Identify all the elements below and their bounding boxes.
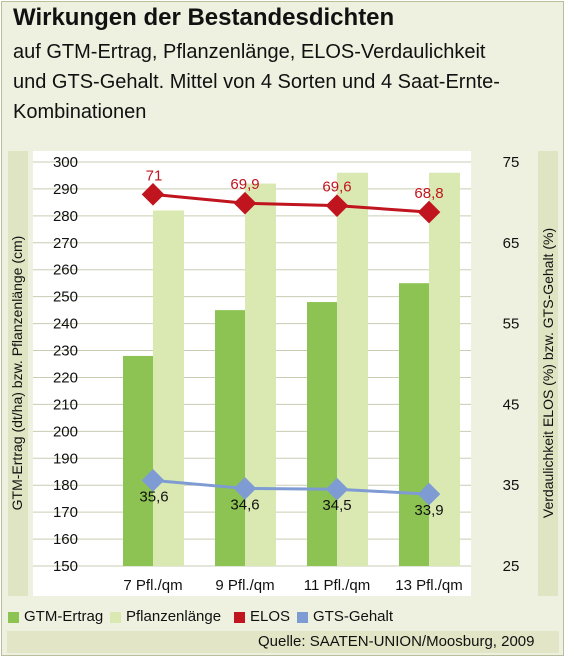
bar-gtm-ertrag [123, 355, 154, 566]
y-tick-label: 210 [53, 396, 78, 413]
data-label-gts: 34,6 [230, 496, 259, 513]
data-label-gts: 33,9 [414, 502, 443, 519]
left-axis-label-band [8, 151, 28, 596]
right-axis-label-band [538, 151, 558, 596]
y-tick-label: 290 [53, 181, 78, 198]
tick-labels: 150 160 170 180 190 200 210 220 230 240 250 260 270 2… [53, 154, 519, 594]
bar-gtm-ertrag [215, 310, 246, 566]
data-label-elos: 68,8 [414, 185, 443, 202]
x-tick-label: 7 Pfl./qm [123, 577, 182, 594]
y-tick-label: 280 [53, 208, 78, 225]
y2-tick-label: 65 [503, 235, 520, 252]
legend-label-gts: GTS-Gehalt [313, 608, 394, 625]
y-tick-label: 260 [53, 262, 78, 279]
data-label-elos: 71 [146, 167, 163, 184]
y-tick-label: 190 [53, 450, 78, 467]
subtitle-line-3: Kombinationen [13, 101, 147, 123]
marker-gts [325, 477, 349, 501]
data-label-gts: 35,6 [139, 488, 168, 505]
y2-tick-label: 75 [503, 154, 520, 171]
source-bar [7, 631, 559, 653]
y-tick-label: 160 [53, 531, 78, 548]
x-tick-label: 13 Pfl./qm [395, 577, 463, 594]
y-tick-label: 180 [53, 477, 78, 494]
y-tick-label: 230 [53, 343, 78, 360]
source-note: Quelle: SAATEN-UNION/Moosburg, 2009 [258, 633, 535, 650]
bar-pflanzenlaenge [429, 172, 460, 567]
series-line-elos [152, 192, 430, 214]
y-tick-label: 170 [53, 504, 78, 521]
legend-swatch-gtm [8, 612, 19, 623]
subtitle-line-1: auf GTM-Ertrag, Pflanzenlänge, ELOS-Verd… [13, 41, 486, 63]
bar-pflanzenlaenge [245, 183, 276, 566]
y2-tick-label: 45 [503, 396, 520, 413]
subtitle-line-2: und GTS-Gehalt. Mittel von 4 Sorten und … [13, 71, 500, 93]
legend-swatch-pflanzen [110, 612, 121, 623]
series-line-gts [152, 478, 430, 496]
bars [123, 172, 460, 567]
y2-tick-label: 25 [503, 558, 520, 575]
legend-label-pflanzen: Pflanzenlänge [126, 608, 222, 625]
y-tick-label: 270 [53, 235, 78, 252]
bar-pflanzenlaenge [337, 172, 368, 567]
bar-pflanzenlaenge [153, 210, 184, 567]
legend-label-elos: ELOS [250, 608, 291, 625]
data-label-gts: 34,5 [322, 497, 351, 514]
bar-gtm-ertrag [307, 302, 338, 566]
bar-gtm-ertrag [399, 283, 430, 566]
x-tick-label: 9 Pfl./qm [215, 577, 274, 594]
y2-axis-label: Verdaulichkeit ELOS (%) bzw. GTS-Gehalt … [540, 228, 556, 518]
marker-gts [417, 482, 441, 506]
data-label-elos: 69,9 [230, 176, 259, 193]
y-axis-label: GTM-Ertrag (dt/ha) bzw. Pflanzenlänge (c… [9, 236, 25, 511]
y-tick-label: 200 [53, 423, 78, 440]
legend-label-gtm: GTM-Ertrag [24, 608, 104, 625]
y-tick-label: 240 [53, 316, 78, 333]
chart-title: Wirkungen der Bestandesdichten [13, 4, 395, 31]
legend-swatch-gts [297, 612, 308, 623]
legend-swatch-elos [234, 612, 245, 623]
y2-tick-label: 35 [503, 477, 520, 494]
y2-tick-label: 55 [503, 316, 520, 333]
y-tick-label: 150 [53, 558, 78, 575]
data-label-elos: 69,6 [322, 179, 351, 196]
x-tick-label: 11 Pfl./qm [304, 577, 370, 594]
y-tick-label: 300 [53, 154, 78, 171]
y-tick-label: 250 [53, 289, 78, 306]
y-tick-label: 220 [53, 369, 78, 386]
